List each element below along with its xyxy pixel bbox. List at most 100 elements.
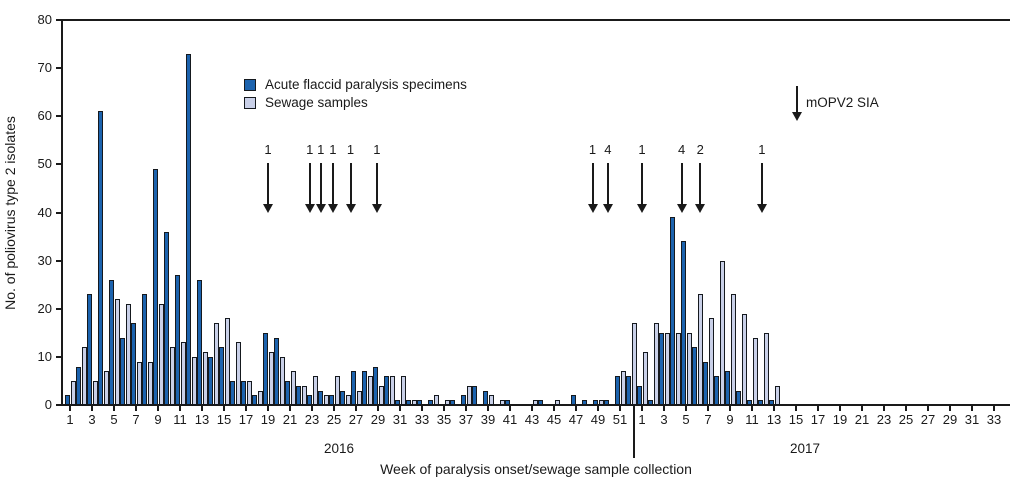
afp-bar-2016-w10 <box>163 231 169 406</box>
afp-bar-2016-w1 <box>64 395 70 405</box>
x-tick-label: 5 <box>110 412 118 427</box>
afp-bar-2017-w10 <box>735 390 741 405</box>
sia-down-arrow-icon <box>375 163 378 204</box>
x-tick-label: 15 <box>216 412 232 427</box>
x-tick <box>729 406 731 411</box>
sewage-bar-2016-w27 <box>356 390 362 405</box>
legend-row-sewage: Sewage samples <box>244 95 467 110</box>
sia-down-arrow-icon <box>591 163 594 204</box>
sewage-bar-2016-w5 <box>114 299 120 405</box>
sia-down-arrow-head-icon <box>637 204 647 213</box>
afp-bar-2016-w2 <box>75 366 81 405</box>
x-tick <box>333 406 335 411</box>
sewage-bar-2016-w29 <box>378 385 384 406</box>
x-tick-label: 33 <box>414 412 430 427</box>
sewage-bar-2016-w24 <box>323 395 329 405</box>
x-tick <box>355 406 357 411</box>
sewage-legend-label: Sewage samples <box>265 95 368 110</box>
x-tick <box>69 406 71 411</box>
x-tick-label: 1 <box>66 412 74 427</box>
x-tick <box>267 406 269 411</box>
afp-bar-2016-w26 <box>339 390 345 405</box>
x-tick-label: 33 <box>986 412 1002 427</box>
afp-bar-2016-w38 <box>471 385 477 406</box>
afp-bar-2016-w52 <box>625 376 631 405</box>
afp-bar-2017-w5 <box>680 241 686 405</box>
x-tick <box>773 406 775 411</box>
afp-bar-2017-w12 <box>757 400 763 405</box>
x-tick-label: 27 <box>348 412 364 427</box>
mopv2-sia-label: mOPV2 SIA <box>806 95 879 110</box>
afp-bar-2016-w39 <box>482 390 488 405</box>
sewage-bar-2016-w13 <box>202 352 208 405</box>
sewage-bar-2016-w19 <box>268 352 274 405</box>
x-axis-title: Week of paralysis onset/sewage sample co… <box>380 461 692 477</box>
afp-bar-2017-w4 <box>669 217 675 405</box>
year-separator-line <box>633 406 635 458</box>
y-tick-label: 0 <box>44 397 52 412</box>
afp-bar-2016-w23 <box>306 395 312 405</box>
x-tick-label: 47 <box>568 412 584 427</box>
x-tick <box>817 406 819 411</box>
sewage-bar-2016-w10 <box>169 347 175 406</box>
x-tick-label: 3 <box>88 412 96 427</box>
afp-bar-2016-w28 <box>361 371 367 405</box>
sia-down-arrow-icon <box>267 163 269 204</box>
sia-down-arrow-head-icon <box>756 204 767 213</box>
afp-bar-2016-w44 <box>537 400 543 405</box>
x-tick <box>927 406 929 411</box>
afp-bar-2016-w48 <box>581 400 587 405</box>
sewage-bar-2017-w4 <box>675 332 681 405</box>
x-tick-label: 9 <box>726 412 734 427</box>
sewage-bar-2016-w16 <box>235 342 241 405</box>
sia-down-arrow-icon <box>680 163 683 204</box>
x-tick-label: 37 <box>458 412 474 427</box>
sewage-bar-2016-w1 <box>70 380 76 405</box>
sewage-bar-2016-w17 <box>246 380 252 405</box>
afp-bar-2016-w15 <box>218 347 224 406</box>
afp-bar-2017-w7 <box>702 361 708 405</box>
sewage-bar-2017-w7 <box>708 318 714 405</box>
afp-bar-2016-w33 <box>416 400 422 405</box>
sia-arrow-count: 1 <box>264 142 272 157</box>
y-axis-title: No. of poliovirus type 2 isolates <box>2 116 18 310</box>
y-tick-label: 50 <box>37 156 52 172</box>
x-tick-label: 17 <box>810 412 826 427</box>
x-tick <box>179 406 181 411</box>
sewage-bar-2016-w40 <box>499 400 505 405</box>
sewage-bar-2016-w12 <box>191 356 197 405</box>
afp-legend-swatch-icon <box>244 78 256 91</box>
afp-bar-2016-w12 <box>185 53 191 405</box>
sewage-bar-2016-w21 <box>290 371 296 405</box>
x-tick-label: 35 <box>436 412 452 427</box>
sewage-bar-2017-w11 <box>752 337 758 405</box>
y-tick <box>56 115 62 118</box>
afp-bar-2017-w3 <box>658 332 664 405</box>
afp-bar-2016-w24 <box>317 390 323 405</box>
sewage-bar-2016-w18 <box>257 390 263 405</box>
x-tick <box>575 406 577 411</box>
x-tick <box>135 406 137 411</box>
afp-bar-2017-w6 <box>691 347 697 406</box>
x-tick-label: 43 <box>524 412 540 427</box>
x-tick <box>289 406 291 411</box>
x-tick <box>443 406 445 411</box>
x-tick <box>619 406 621 411</box>
sia-down-arrow-head-icon <box>315 204 326 213</box>
y-tick-label: 80 <box>37 12 52 27</box>
x-tick-label: 45 <box>546 412 562 427</box>
afp-bar-2016-w27 <box>350 371 356 405</box>
sewage-bar-2016-w14 <box>213 323 219 405</box>
sia-down-arrow-head-icon <box>327 204 338 213</box>
y-tick <box>56 355 62 358</box>
sewage-bar-2016-w8 <box>147 361 153 405</box>
x-tick <box>553 406 555 411</box>
afp-bar-2016-w29 <box>372 366 378 405</box>
x-tick-label: 7 <box>704 412 712 427</box>
x-tick-label: 3 <box>660 412 668 427</box>
sewage-bar-2016-w51 <box>620 371 626 405</box>
sewage-bar-2017-w5 <box>686 332 692 405</box>
afp-bar-2016-w20 <box>273 337 279 405</box>
x-tick-label: 1 <box>638 412 646 427</box>
